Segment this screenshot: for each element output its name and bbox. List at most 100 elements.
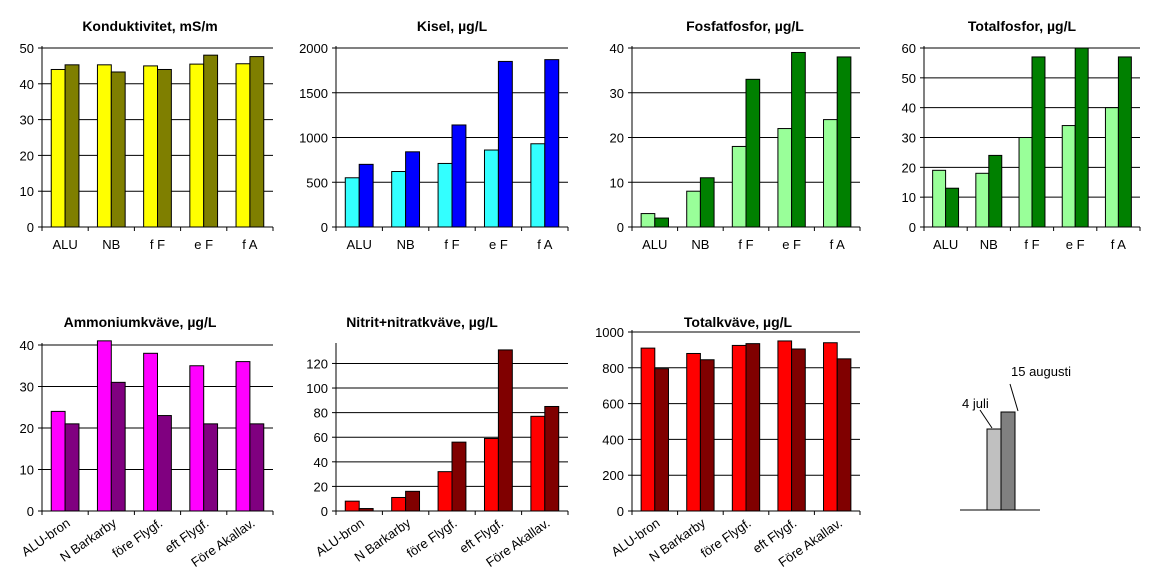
- bar-series-2-5: [1117, 56, 1132, 228]
- y-tick-label: 20: [902, 160, 916, 175]
- chart-title: Totalkväve, µg/L: [684, 314, 793, 330]
- bar-series-2-1: [945, 187, 960, 228]
- bar-series-2-4: [791, 348, 806, 512]
- legend-swatch-series-2: [1000, 411, 1016, 511]
- x-tick-label: f A: [830, 237, 846, 252]
- y-tick-label: 20: [314, 479, 328, 494]
- y-tick-label: 120: [306, 356, 328, 371]
- bar-series-1-2: [686, 190, 701, 228]
- legend-leader-1: [979, 409, 993, 429]
- x-tick-label: ALU: [347, 237, 372, 252]
- bar-series-2-3: [451, 441, 467, 512]
- bar-series-1-2: [975, 172, 990, 228]
- y-tick-label: 50: [20, 41, 34, 56]
- bar-series-1-3: [731, 344, 747, 512]
- y-tick-label: 0: [617, 504, 624, 519]
- legend-swatch-series-1: [986, 428, 1002, 511]
- y-tick-label: 40: [902, 101, 916, 116]
- bar-series-1-5: [823, 119, 838, 228]
- y-tick-label: 0: [321, 504, 328, 519]
- y-tick-label: 40: [20, 338, 34, 353]
- y-tick-label: 40: [20, 77, 34, 92]
- bar-series-1-2: [96, 340, 112, 512]
- chart-1: Konduktivitet, mS/m 0 10 20 30 40 50 ALU NB f F e …: [20, 18, 274, 252]
- bar-series-1-5: [235, 361, 251, 512]
- y-tick-label: 10: [20, 184, 34, 199]
- bar-series-2-4: [497, 60, 513, 228]
- bar-series-1-4: [777, 340, 793, 512]
- bar-series-2-2: [988, 154, 1003, 228]
- y-tick-label: 20: [610, 131, 624, 146]
- chart-title: Nitrit+nitratkväve, µg/L: [346, 314, 498, 330]
- bar-series-2-5: [249, 423, 265, 512]
- x-tick-label: NB: [102, 237, 120, 252]
- bar-series-1-3: [143, 352, 158, 512]
- y-tick-label: 30: [902, 131, 916, 146]
- bar-series-1-1: [640, 213, 656, 228]
- chart-title: Fosfatfosfor, µg/L: [686, 18, 804, 34]
- y-tick-label: 0: [27, 220, 34, 235]
- bar-series-2-3: [157, 415, 172, 512]
- bar-series-1-5: [823, 342, 838, 512]
- y-tick-label: 0: [321, 220, 328, 235]
- bar-series-1-4: [483, 149, 499, 228]
- bar-series-1-3: [1018, 137, 1033, 228]
- x-tick-label: ALU: [933, 237, 958, 252]
- bar-series-1-2: [391, 496, 407, 512]
- x-tick-label: f A: [242, 237, 258, 252]
- bar-series-2-2: [405, 490, 421, 512]
- y-tick-label: 60: [314, 430, 328, 445]
- bar-series-2-4: [497, 349, 513, 512]
- x-tick-label: NB: [980, 237, 998, 252]
- legend-label-series-1: 4 juli: [962, 396, 989, 411]
- bar-series-1-2: [96, 64, 112, 228]
- x-tick-label: e F: [1066, 237, 1085, 252]
- y-tick-label: 30: [20, 113, 34, 128]
- y-tick-label: 10: [20, 463, 34, 478]
- bar-series-1-5: [530, 143, 546, 228]
- bar-series-2-5: [836, 56, 852, 228]
- legend-label-series-2: 15 augusti: [1011, 364, 1071, 379]
- bar-series-2-4: [791, 51, 806, 228]
- bar-series-1-5: [235, 63, 251, 228]
- bar-series-1-3: [437, 162, 453, 228]
- x-tick-label: f A: [1111, 237, 1127, 252]
- y-tick-label: 40: [610, 41, 624, 56]
- chart-2: Kisel, µg/L 0 500 1000 1500 2000 ALU NB f F e F f …: [299, 18, 569, 252]
- y-tick-label: 200: [602, 468, 624, 483]
- y-tick-label: 600: [602, 397, 624, 412]
- bar-series-2-2: [699, 359, 715, 512]
- bar-series-2-3: [451, 124, 467, 228]
- bar-series-2-1: [64, 423, 80, 512]
- bar-series-1-4: [189, 63, 205, 228]
- y-tick-label: 40: [314, 455, 328, 470]
- bar-series-2-1: [64, 64, 80, 228]
- legend-leader-2: [1009, 383, 1019, 412]
- x-tick-label: ALU: [642, 237, 667, 252]
- x-tick-label: NB: [397, 237, 415, 252]
- bar-series-2-5: [544, 405, 560, 512]
- x-tick-label: e F: [782, 237, 801, 252]
- y-tick-label: 400: [602, 432, 624, 447]
- y-tick-label: 20: [20, 421, 34, 436]
- x-tick-label: e F: [194, 237, 213, 252]
- x-tick-label: före Flygf.: [404, 515, 460, 560]
- y-tick-label: 60: [902, 41, 916, 56]
- y-tick-label: 30: [610, 86, 624, 101]
- bar-series-1-3: [731, 145, 747, 228]
- bar-series-1-4: [189, 365, 205, 512]
- bar-series-2-3: [745, 78, 761, 228]
- bar-series-1-3: [437, 471, 453, 512]
- y-tick-label: 0: [617, 220, 624, 235]
- x-tick-label: f A: [537, 237, 553, 252]
- bar-series-2-1: [654, 217, 669, 228]
- bar-series-2-3: [1031, 56, 1046, 228]
- bar-series-2-3: [745, 343, 761, 512]
- bar-series-2-4: [203, 423, 219, 512]
- chart-6: Nitrit+nitratkväve, µg/L020406080100120A…: [306, 314, 569, 570]
- y-tick-label: 50: [902, 71, 916, 86]
- y-tick-label: 500: [306, 175, 328, 190]
- bar-series-2-1: [358, 163, 374, 228]
